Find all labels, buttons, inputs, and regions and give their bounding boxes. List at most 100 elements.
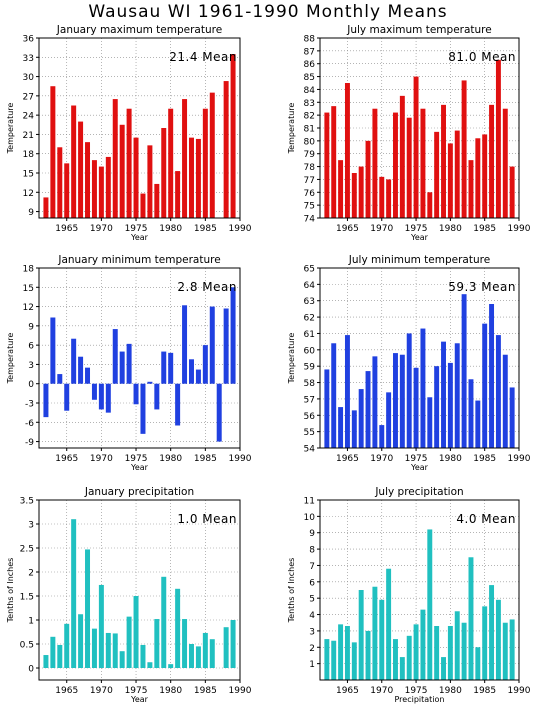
- bar-1963: [331, 640, 337, 680]
- y-tick-label: -3: [25, 400, 34, 410]
- y-tick-label: 2: [309, 644, 315, 654]
- bar-1967: [358, 166, 364, 218]
- bar-1965: [344, 626, 350, 680]
- bar-1980: [168, 664, 174, 668]
- y-tick-label: 63: [304, 297, 315, 307]
- x-tick-label: 1970: [370, 224, 393, 234]
- bar-1971: [105, 383, 111, 413]
- y-tick-label: 81: [304, 125, 315, 135]
- y-tick-label: 61: [304, 330, 315, 340]
- bar-1983: [468, 557, 474, 680]
- y-tick-label: 84: [304, 86, 316, 96]
- bar-1975: [413, 76, 419, 218]
- y-tick-label: 0: [28, 380, 34, 390]
- chart-1: 9 12 15 18 21 24 27 30 33 36 1965 1970 1975 1980 1985 1…: [6, 24, 252, 242]
- y-tick-label: 8: [309, 546, 315, 556]
- bar-1967: [78, 121, 84, 218]
- y-tick-label: 9: [28, 208, 34, 218]
- bar-1977: [147, 662, 153, 668]
- y-tick-label: 2.5: [20, 545, 34, 555]
- bar-1972: [393, 639, 398, 680]
- bar-1962: [324, 369, 330, 448]
- y-tick-label: 65: [304, 265, 315, 275]
- bar-1967: [78, 614, 84, 668]
- bar-1979: [161, 351, 167, 384]
- bar-1977: [427, 192, 433, 218]
- x-tick-label: 1985: [194, 686, 217, 696]
- bar-1966: [71, 105, 77, 218]
- bar-1965: [64, 623, 70, 668]
- bar-1982: [182, 99, 188, 218]
- y-tick-label: 83: [304, 99, 315, 109]
- bar-1966: [351, 410, 357, 448]
- y-tick-label: 21: [23, 131, 34, 141]
- bar-1966: [71, 338, 77, 384]
- bar-1971: [386, 568, 392, 680]
- bar-1976: [420, 108, 426, 218]
- y-tick-label: 82: [304, 112, 315, 122]
- x-tick-label: 1970: [90, 686, 113, 696]
- x-tick-label: 1985: [473, 454, 496, 464]
- x-axis-label: Year: [410, 233, 429, 242]
- bar-1966: [351, 173, 357, 218]
- bar-1976: [140, 383, 146, 434]
- x-axis-label: Year: [410, 463, 429, 472]
- bar-1964: [338, 624, 344, 680]
- chart-title: January precipitation: [84, 486, 194, 498]
- x-tick-label: 1965: [55, 686, 78, 696]
- bar-1988: [502, 108, 508, 218]
- bar-1976: [140, 193, 146, 218]
- x-axis-label: Year: [130, 695, 149, 704]
- bar-1963: [50, 86, 56, 219]
- bar-1976: [140, 644, 146, 668]
- y-tick-label: 58: [304, 379, 316, 389]
- bar-1980: [447, 143, 453, 218]
- bar-1973: [119, 124, 125, 218]
- bar-1984: [195, 369, 201, 384]
- bar-1980: [447, 362, 453, 448]
- bar-1978: [434, 626, 440, 680]
- x-axis-label: Year: [130, 463, 149, 472]
- bar-1975: [413, 624, 419, 680]
- bar-1986: [209, 306, 215, 384]
- y-tick-label: 6: [28, 342, 34, 352]
- chart-5: 0 0.5 1 1.5 2 2.5 3 3.5 1965 1970 1975 1980 1985 1990…: [6, 486, 252, 704]
- bar-1972: [393, 112, 398, 218]
- bar-1968: [365, 371, 371, 448]
- bar-1984: [195, 138, 201, 218]
- chart-3: -9 -6 -3 0 3 6 9 12 15 18 1965 1970 1975 1980 1985 1990…: [6, 254, 252, 472]
- x-tick-label: 1965: [336, 454, 359, 464]
- bar-1985: [482, 323, 488, 448]
- mean-label: 21.4 Mean: [169, 50, 237, 64]
- bar-1988: [223, 627, 229, 668]
- bar-1975: [133, 596, 139, 668]
- x-tick-label: 1975: [405, 686, 428, 696]
- bar-1970: [98, 166, 104, 218]
- bar-1979: [441, 104, 446, 218]
- bar-1983: [468, 160, 474, 218]
- chart-6: 1 2 3 4 5 6 7 8 9 10 11 1965 1970 1975 1980 1985 1990 Jul…: [287, 486, 531, 704]
- y-tick-label: 9: [309, 529, 315, 539]
- bar-1974: [406, 117, 412, 218]
- bar-1985: [202, 108, 208, 218]
- y-tick-label: 57: [304, 395, 315, 405]
- y-tick-label: 15: [23, 170, 34, 180]
- bar-1968: [85, 367, 91, 384]
- x-tick-label: 1980: [159, 454, 182, 464]
- bar-1977: [147, 145, 153, 218]
- bar-1982: [461, 294, 467, 448]
- plot-frame: [319, 499, 520, 681]
- bar-1968: [365, 630, 371, 680]
- y-tick-label: 1.5: [20, 593, 34, 603]
- x-tick-label: 1980: [159, 686, 182, 696]
- y-tick-label: 15: [23, 284, 34, 294]
- bar-1983: [188, 359, 194, 384]
- y-tick-label: 78: [304, 163, 316, 173]
- x-tick-label: 1975: [125, 686, 148, 696]
- bar-1987: [495, 599, 501, 680]
- bar-1983: [188, 644, 194, 668]
- y-tick-label: 87: [304, 47, 315, 57]
- bar-1972: [112, 99, 118, 218]
- bar-1984: [195, 646, 201, 668]
- bar-1969: [372, 108, 378, 218]
